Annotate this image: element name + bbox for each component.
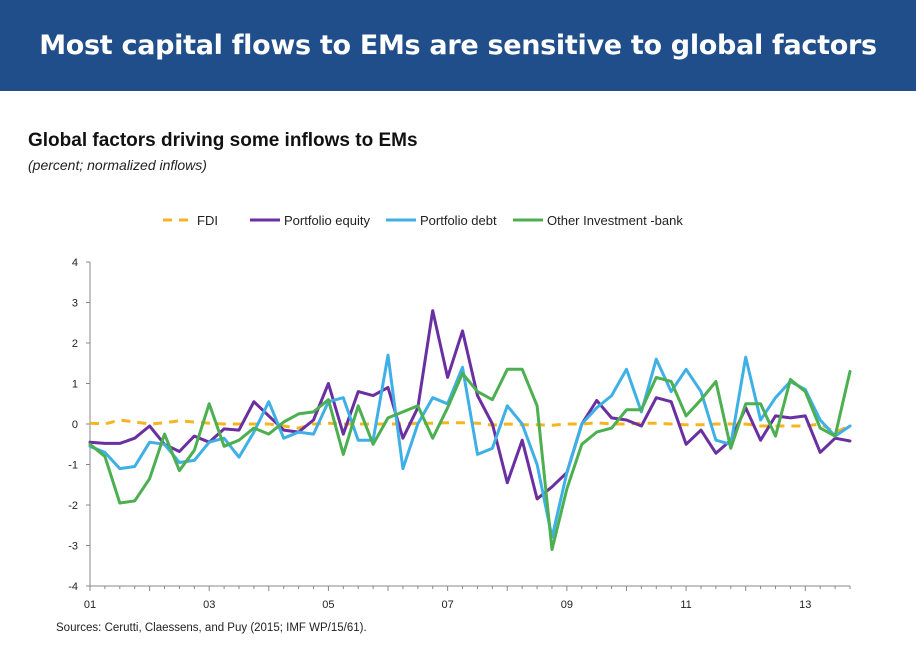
legend-label-portfolio-debt: Portfolio debt	[420, 213, 497, 228]
legend-label-portfolio-equity: Portfolio equity	[284, 213, 370, 228]
x-tick-label: 01	[84, 599, 96, 611]
title-banner: Most capital flows to EMs are sensitive …	[0, 0, 916, 91]
x-tick-label: 09	[561, 599, 573, 611]
series-line-portfolio-debt	[88, 353, 852, 539]
legend-label-fdi: FDI	[197, 213, 218, 228]
banner-title: Most capital flows to EMs are sensitive …	[39, 30, 877, 61]
y-tick-label: -3	[68, 541, 78, 553]
y-tick-label: -2	[68, 500, 78, 512]
y-tick-label: 2	[72, 338, 78, 350]
series-line-other-investment-bank	[88, 367, 852, 551]
legend-label-other-investment-bank: Other Investment -bank	[547, 213, 683, 228]
chart-axes: 4 3 2 1 0 -1 -2 -3 -4 01 03 05 07 09 11 13	[68, 257, 851, 611]
chart-title: Global factors driving some inflows to E…	[28, 130, 418, 151]
x-tick-label: 03	[203, 599, 215, 611]
y-tick-label: 0	[72, 419, 78, 431]
y-tick-label: 3	[72, 298, 78, 310]
x-tick-label: 07	[442, 599, 454, 611]
y-tick-label: -1	[68, 460, 78, 472]
y-tick-label: 4	[72, 257, 78, 269]
y-tick-label: 1	[72, 379, 78, 391]
x-tick-label: 13	[799, 599, 811, 611]
source-note: Sources: Cerutti, Claessens, and Puy (20…	[56, 622, 367, 634]
chart-series	[88, 309, 852, 551]
y-tick-label: -4	[68, 581, 78, 593]
x-tick-label: 11	[680, 599, 691, 611]
chart-legend: FDI Portfolio equity Portfolio debt Other I…	[163, 213, 683, 228]
chart-subtitle: (percent; normalized inflows)	[28, 157, 207, 173]
x-tick-label: 05	[322, 599, 334, 611]
series-line-portfolio-equity	[88, 309, 852, 501]
